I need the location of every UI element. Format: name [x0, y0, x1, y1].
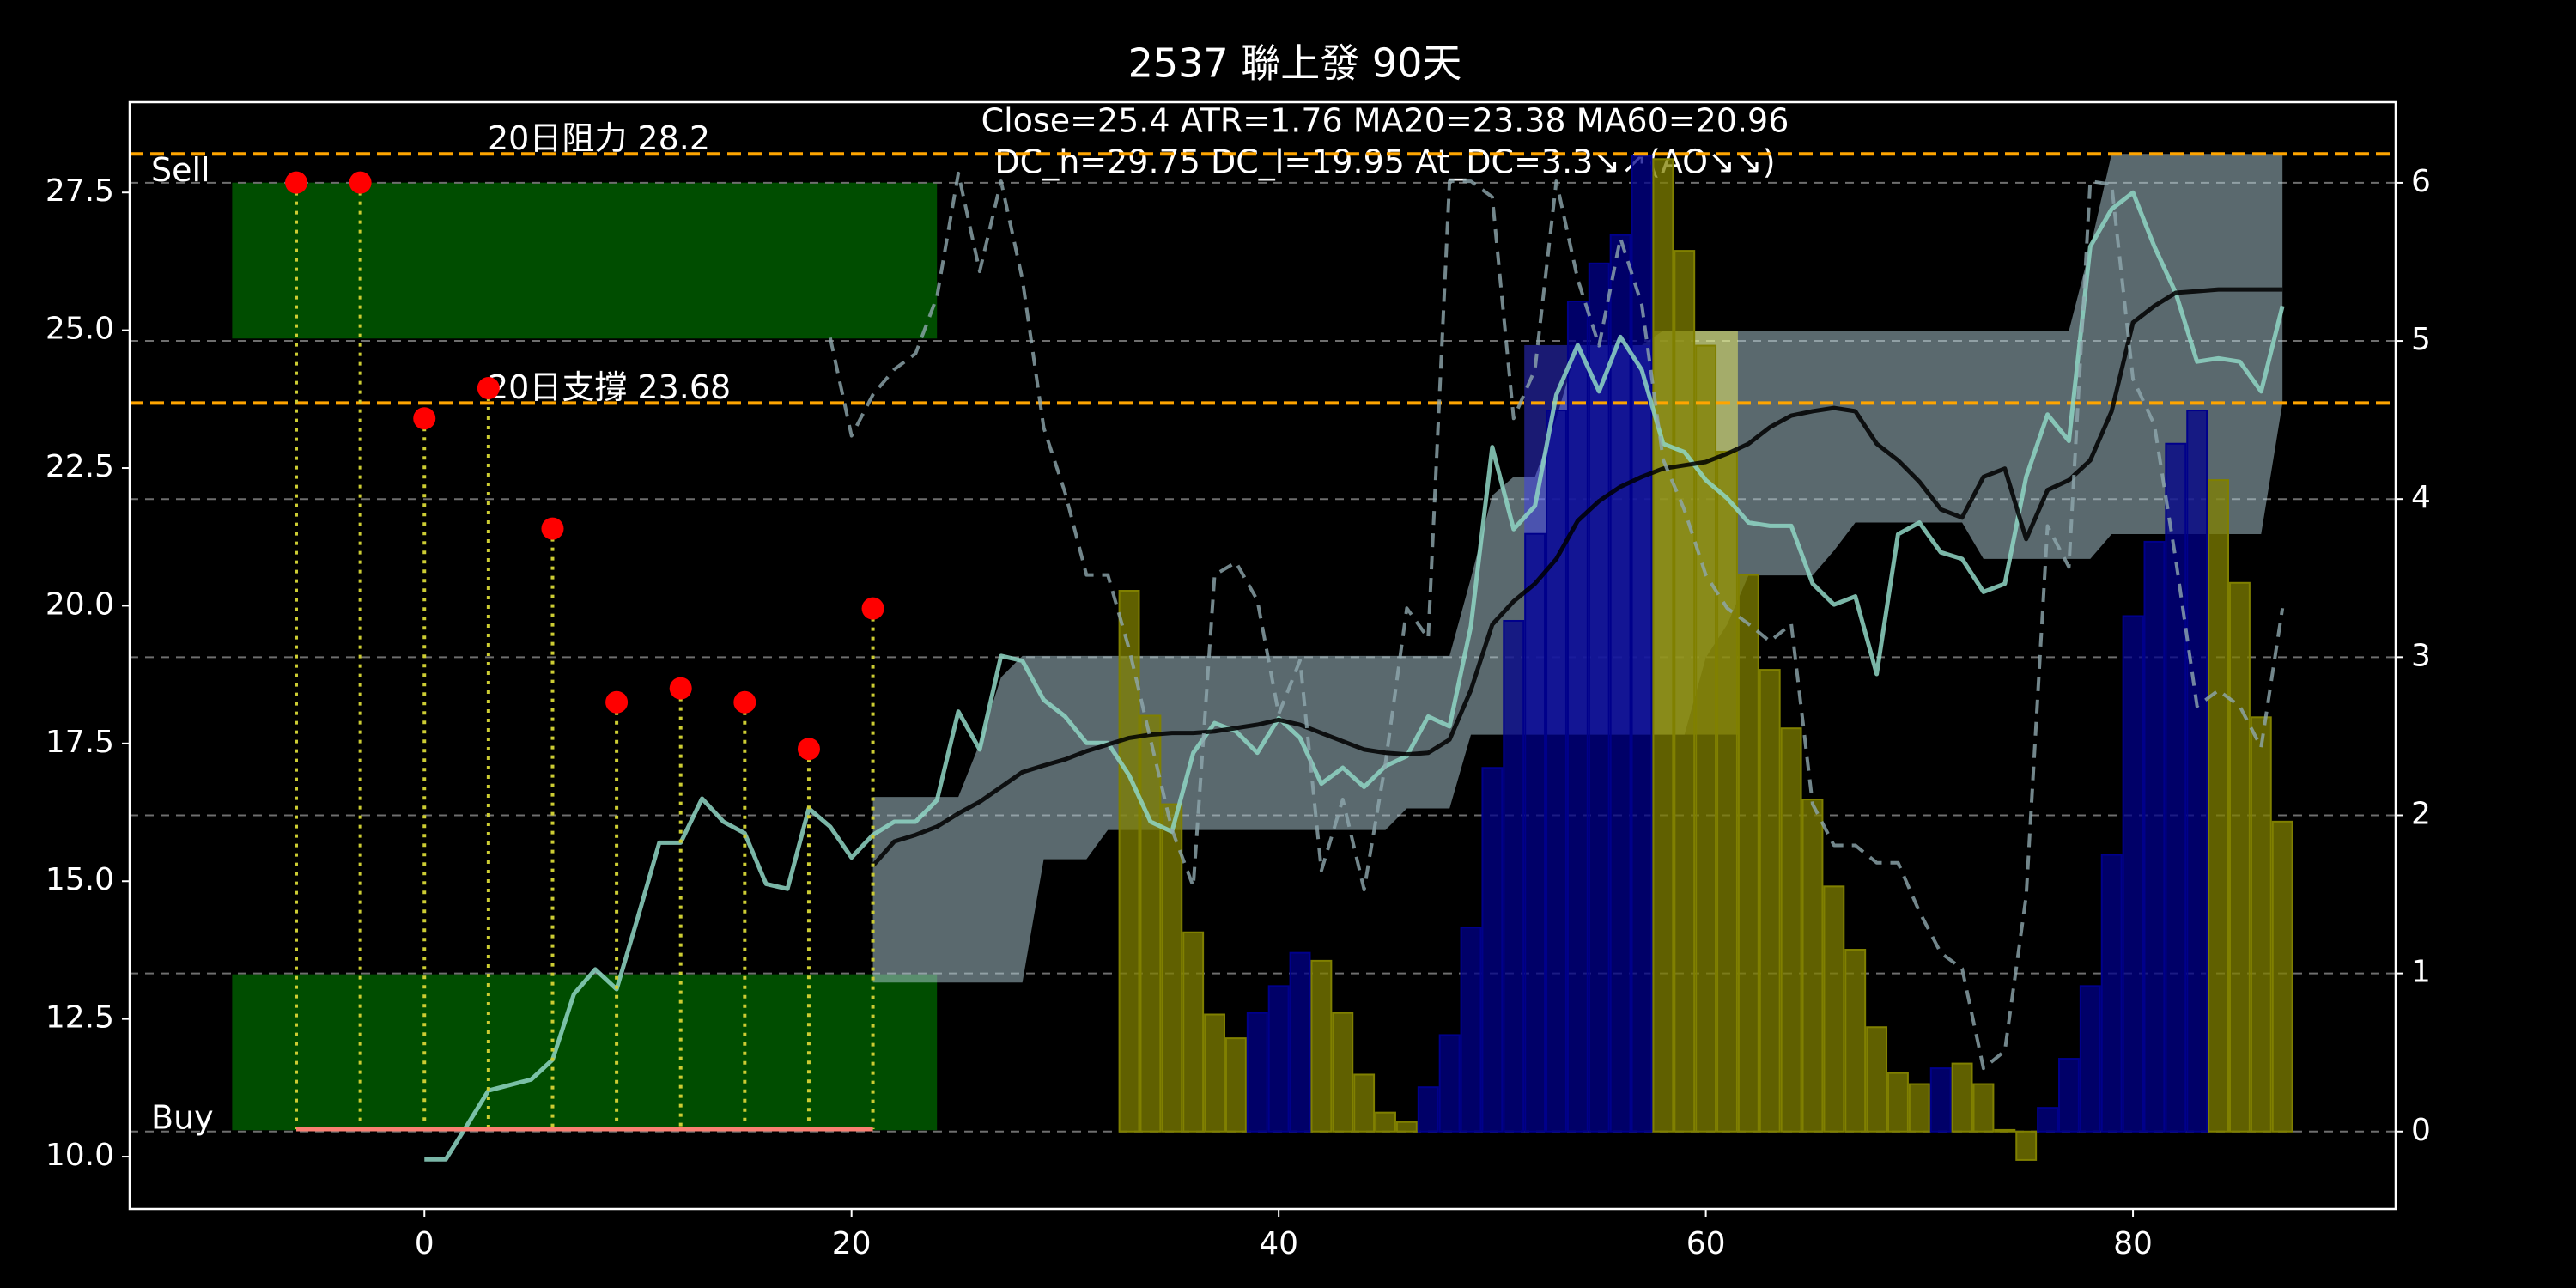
bar — [1716, 450, 1738, 1133]
bar — [1759, 669, 1781, 1133]
y-tick-label: 20.0 — [46, 586, 114, 622]
bar — [2165, 442, 2187, 1133]
y2-tick-label: 0 — [2411, 1113, 2431, 1148]
zone — [232, 974, 938, 1131]
bar — [1588, 262, 1610, 1133]
signal-dot — [861, 597, 884, 620]
bar — [1801, 799, 1824, 1133]
annotation: Close=25.4 ATR=1.76 MA20=23.38 MA60=20.9… — [981, 102, 1789, 140]
bar — [1481, 767, 1504, 1133]
bar — [2100, 854, 2123, 1133]
chart-title: 2537 聯上發 90天 — [1128, 40, 1462, 87]
bar — [2208, 479, 2229, 1133]
bar — [1780, 727, 1802, 1133]
bar — [1182, 931, 1205, 1133]
bar — [1994, 1128, 2016, 1133]
bar — [1503, 619, 1525, 1133]
x-tick-label: 60 — [1686, 1226, 1726, 1261]
bar — [2122, 615, 2144, 1133]
bar — [1929, 1067, 1952, 1133]
bar — [1224, 1037, 1247, 1133]
bar — [1353, 1073, 1376, 1133]
bar — [1951, 1062, 1973, 1133]
y2-tick-label: 2 — [2411, 796, 2431, 831]
bar — [1844, 949, 1867, 1133]
y2-tick-label: 4 — [2411, 480, 2431, 515]
bar — [1267, 985, 1290, 1133]
y-tick-label: 15.0 — [46, 862, 114, 897]
bar — [1139, 714, 1162, 1133]
y-tick-label: 27.5 — [46, 173, 114, 209]
bar — [1887, 1072, 1909, 1133]
signal-dot — [349, 171, 372, 194]
bar — [1524, 532, 1546, 1133]
y2-tick-label: 5 — [2411, 322, 2431, 357]
level-label: 20日阻力 28.2 — [488, 119, 710, 157]
bar — [1460, 927, 1482, 1133]
signal-dot — [605, 690, 629, 714]
y2-tick-label: 3 — [2411, 638, 2431, 673]
bar — [2037, 1107, 2059, 1133]
signal-dot — [477, 376, 500, 399]
bar — [1375, 1111, 1396, 1133]
signal-dot — [285, 171, 308, 194]
y-tick-label: 10.0 — [46, 1138, 114, 1173]
y2-tick-label: 6 — [2411, 164, 2431, 199]
bar — [1438, 1034, 1461, 1133]
y2-tick-label: 1 — [2411, 955, 2431, 990]
level-label: 20日支撐 23.68 — [488, 368, 731, 406]
bar — [1737, 574, 1759, 1133]
bar — [2228, 581, 2251, 1133]
bar — [1652, 158, 1674, 1133]
bar — [1631, 155, 1653, 1133]
x-tick-label: 40 — [1259, 1226, 1298, 1261]
y-tick-label: 25.0 — [46, 312, 114, 347]
bar — [1204, 1013, 1225, 1133]
bar — [2271, 820, 2293, 1133]
y-tick-label: 17.5 — [46, 725, 114, 760]
y-tick-label: 22.5 — [46, 449, 114, 484]
bar — [1866, 1026, 1888, 1133]
bar — [1972, 1083, 1995, 1133]
x-tick-label: 80 — [2113, 1226, 2153, 1261]
bar — [1823, 885, 1845, 1133]
signal-dot — [669, 677, 692, 700]
bar — [2058, 1058, 2080, 1133]
bar — [1310, 959, 1333, 1133]
zone — [232, 182, 938, 339]
x-tick-label: 0 — [415, 1226, 434, 1261]
signal-dot — [413, 407, 436, 430]
bar — [2143, 540, 2166, 1133]
bar — [1246, 1012, 1268, 1133]
bar — [1566, 301, 1589, 1133]
series-line — [424, 190, 2285, 1162]
bar — [2186, 410, 2208, 1133]
zone-label: Buy — [151, 1099, 214, 1137]
bar — [1161, 803, 1183, 1133]
signal-dot — [541, 517, 564, 540]
bar — [2250, 716, 2272, 1133]
zone-label: Sell — [151, 151, 210, 189]
bar — [1332, 1012, 1354, 1133]
plot-frame — [128, 100, 2397, 1211]
bar — [1546, 410, 1567, 1133]
x-tick-label: 20 — [832, 1226, 872, 1261]
bar — [1674, 250, 1696, 1133]
bar — [1417, 1086, 1439, 1133]
series-line — [828, 171, 2285, 1071]
signal-dot — [797, 738, 820, 761]
y-tick-label: 12.5 — [46, 1000, 114, 1036]
series-line — [871, 287, 2283, 867]
signal-dot — [733, 690, 756, 714]
bar — [1908, 1083, 1930, 1133]
bar — [1695, 344, 1717, 1133]
bar — [1395, 1121, 1418, 1133]
bar — [1289, 951, 1311, 1133]
bar — [1118, 590, 1140, 1133]
bar — [1609, 234, 1631, 1133]
bar — [2079, 985, 2101, 1133]
bar — [2015, 1130, 2038, 1161]
